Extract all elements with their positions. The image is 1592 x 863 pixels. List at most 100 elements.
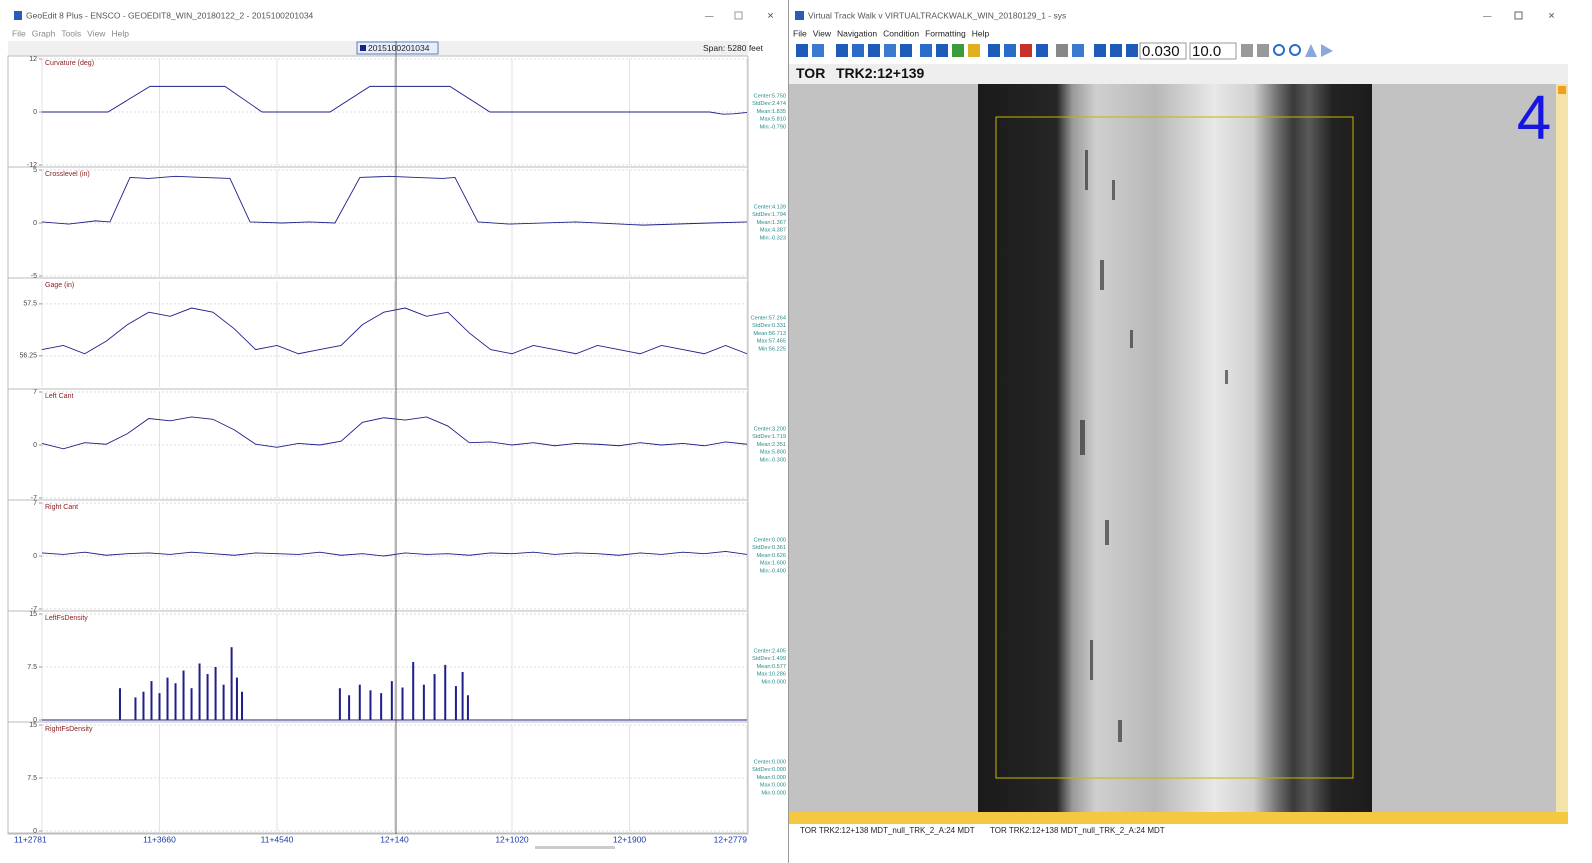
bar	[359, 685, 361, 720]
tool-button[interactable]	[900, 44, 912, 57]
bar	[231, 647, 233, 720]
screen: GeoEdit 8 Plus - ENSCO - GEOEDIT8_WIN_20…	[0, 0, 1592, 863]
stat-label: Max:10.286	[757, 672, 786, 678]
stat-label: StdDev:1.719	[752, 434, 786, 440]
camera-number: 4	[1517, 83, 1551, 152]
y-tick-label: 7	[33, 500, 37, 507]
stat-label: Max:5.810	[760, 117, 786, 123]
tool-button[interactable]	[852, 44, 864, 57]
tool-button[interactable]	[988, 44, 1000, 57]
stat-label: StdDev:1.499	[752, 656, 786, 662]
stat-label: Mean:0.577	[756, 664, 786, 670]
bar	[455, 686, 457, 720]
stat-label: Center:2.405	[754, 648, 786, 654]
close[interactable]: ✕	[767, 10, 774, 20]
bar	[369, 690, 371, 720]
tool-button[interactable]	[1126, 44, 1138, 57]
input-value[interactable]: 10.0	[1192, 43, 1221, 60]
rail-image	[978, 84, 1372, 812]
stat-label: Center:0.000	[754, 537, 786, 543]
tool-button[interactable]	[952, 44, 964, 57]
menu-item[interactable]: File	[12, 28, 26, 38]
menu-item[interactable]: Help	[972, 28, 990, 38]
bar	[175, 683, 177, 720]
stat-label: StdDev:0.331	[752, 323, 786, 329]
tool-button[interactable]	[1072, 44, 1084, 57]
bar	[434, 674, 436, 720]
tool-button[interactable]	[920, 44, 932, 57]
location: TRK2:12+139	[836, 65, 925, 81]
stat-label: Center:4.139	[754, 204, 786, 210]
scrollbar[interactable]	[535, 846, 615, 849]
horizontal-scrollbar[interactable]	[789, 812, 1568, 824]
menu-item[interactable]: View	[87, 28, 106, 38]
x-tick-label: 12+1900	[613, 834, 647, 844]
panel-title: Left Cant	[45, 393, 73, 400]
stat-label: Mean:1.835	[756, 109, 786, 115]
stat-label: Mean:56.713	[753, 331, 786, 337]
stat-label: StdDev:2.474	[752, 101, 786, 107]
x-tick-label: 12+1020	[495, 834, 529, 844]
menu-item[interactable]: Help	[111, 28, 129, 38]
tool-button[interactable]	[1094, 44, 1106, 57]
menu-item[interactable]: Navigation	[837, 28, 877, 38]
menu-item[interactable]: Condition	[883, 28, 919, 38]
location-prefix: TOR	[796, 65, 825, 81]
stat-label: Center:0.000	[754, 759, 786, 765]
tool-button[interactable]	[812, 44, 824, 57]
x-tick-label: 11+2781	[14, 834, 47, 844]
stat-label: StdDev:1.794	[752, 212, 786, 218]
panel-title: LeftFsDensity	[45, 615, 88, 622]
menu-item[interactable]: Tools	[61, 28, 81, 38]
bar	[215, 667, 217, 720]
tool-button[interactable]	[884, 44, 896, 57]
tool-button[interactable]	[936, 44, 948, 57]
menu-item[interactable]: File	[793, 28, 807, 38]
bar	[207, 674, 209, 720]
bar	[423, 685, 425, 720]
tool-button[interactable]	[796, 44, 808, 57]
stat-label: Max:0.000	[760, 783, 786, 789]
menu-item[interactable]: View	[813, 28, 832, 38]
y-tick-label: 15	[29, 611, 37, 618]
tool-button[interactable]	[1004, 44, 1016, 57]
page: GeoEdit 8 Plus - ENSCO - GEOEDIT8_WIN_20…	[0, 0, 1592, 863]
stat-label: Max:57.465	[757, 339, 786, 345]
stat-label: Min:56.225	[758, 346, 786, 352]
scroll-thumb[interactable]	[1558, 86, 1566, 94]
tool-button[interactable]	[1110, 44, 1122, 57]
tool-button[interactable]	[868, 44, 880, 57]
app-icon	[795, 11, 804, 20]
close[interactable]: ✕	[1548, 10, 1555, 20]
tool-button[interactable]	[1036, 44, 1048, 57]
tool-button[interactable]	[1020, 44, 1032, 57]
stat-label: Max:4.387	[760, 228, 786, 234]
vertical-scrollbar[interactable]	[1556, 84, 1568, 812]
status-text: TOR TRK2:12+138 MDT_null_TRK_2_A:24 MDT	[800, 826, 975, 835]
tool-button[interactable]	[1056, 44, 1068, 57]
bar	[119, 688, 121, 720]
x-tick-label: 11+4540	[261, 834, 294, 844]
bar	[183, 671, 185, 720]
tool-button[interactable]	[836, 44, 848, 57]
stat-label: Min:-0.323	[760, 235, 786, 241]
minimize[interactable]: —	[705, 10, 714, 20]
bar	[348, 695, 350, 720]
minimize[interactable]: —	[1483, 10, 1492, 20]
panel-title: Curvature (deg)	[45, 60, 94, 67]
y-tick-label: 0	[33, 553, 37, 560]
input-value[interactable]: 0.030	[1142, 43, 1180, 60]
legend-swatch	[360, 45, 366, 51]
stat-label: Min:0.000	[761, 790, 786, 796]
stat-label: Max:5.800	[760, 450, 786, 456]
menu-item[interactable]: Formatting	[925, 28, 966, 38]
bar	[467, 695, 469, 720]
tool-button[interactable]	[968, 44, 980, 57]
y-tick-label: 0	[33, 220, 37, 227]
menu-item[interactable]: Graph	[32, 28, 56, 38]
stat-label: Min:0.000	[761, 679, 786, 685]
window-title: GeoEdit 8 Plus - ENSCO - GEOEDIT8_WIN_20…	[26, 10, 314, 20]
bar	[159, 693, 161, 720]
tool-button[interactable]	[1241, 44, 1253, 57]
tool-button[interactable]	[1257, 44, 1269, 57]
